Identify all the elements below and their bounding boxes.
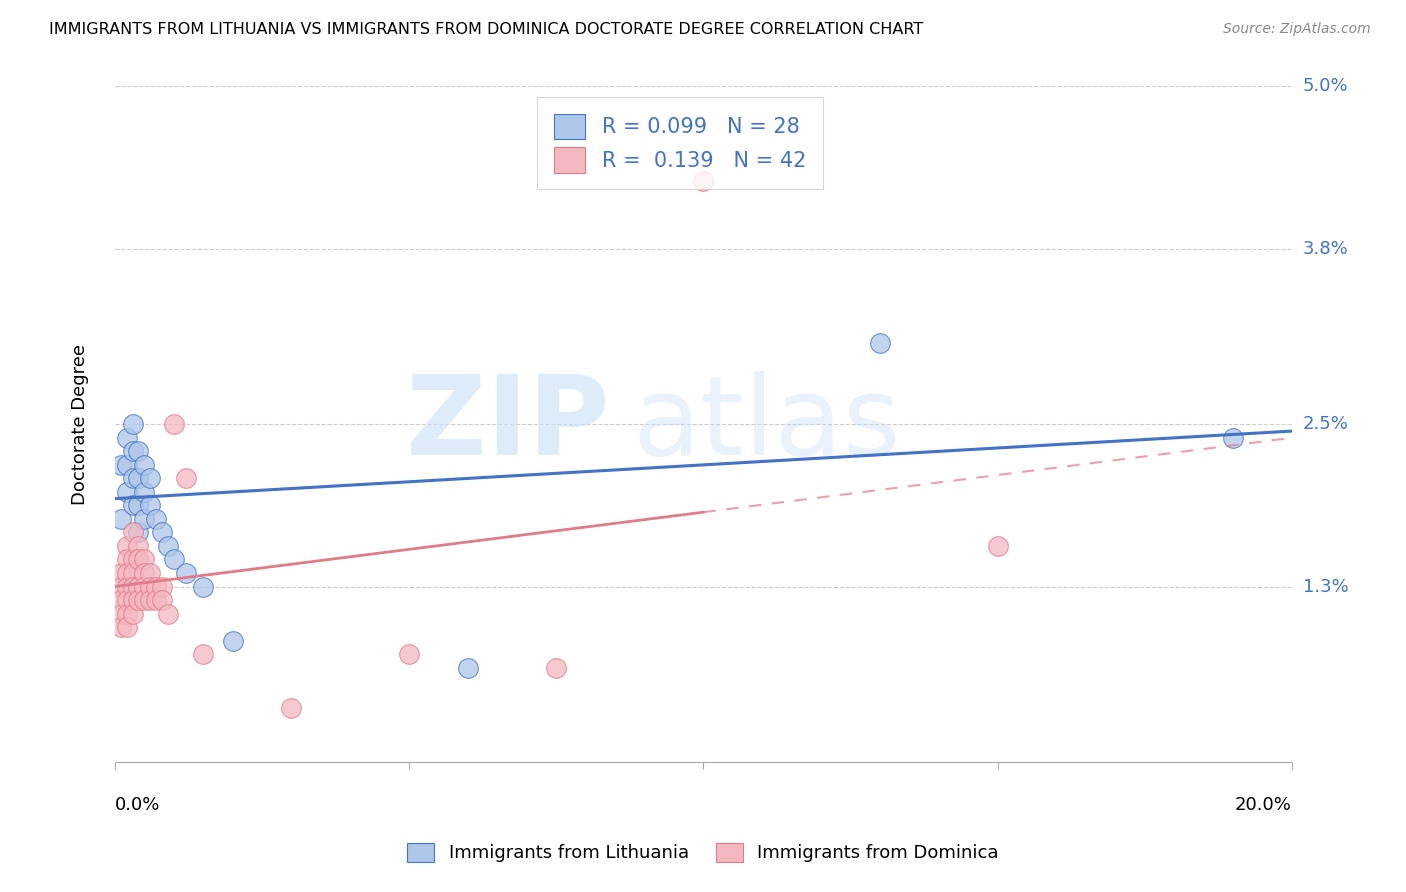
Point	[134, 484, 156, 499]
Text: 1.3%: 1.3%	[1303, 577, 1348, 596]
Point	[134, 580, 156, 594]
Point	[145, 593, 167, 607]
Point	[127, 525, 149, 540]
Point	[134, 566, 156, 580]
Text: atlas: atlas	[633, 371, 901, 478]
Point	[150, 525, 173, 540]
Point	[546, 660, 568, 674]
Point	[134, 593, 156, 607]
Point	[110, 512, 132, 526]
Point	[115, 539, 138, 553]
Point	[145, 580, 167, 594]
Point	[139, 580, 162, 594]
Point	[174, 471, 197, 485]
Point	[110, 620, 132, 634]
Text: 2.5%: 2.5%	[1303, 416, 1348, 434]
Point	[121, 471, 143, 485]
Point	[692, 174, 714, 188]
Point	[121, 580, 143, 594]
Text: Source: ZipAtlas.com: Source: ZipAtlas.com	[1223, 22, 1371, 37]
Point	[121, 607, 143, 621]
Point	[115, 607, 138, 621]
Point	[193, 580, 215, 594]
Point	[110, 580, 132, 594]
Text: 5.0%: 5.0%	[1303, 78, 1348, 95]
Point	[127, 444, 149, 458]
Point	[156, 607, 179, 621]
Point	[163, 552, 186, 566]
Point	[127, 471, 149, 485]
Point	[115, 580, 138, 594]
Point	[156, 539, 179, 553]
Point	[280, 701, 302, 715]
Point	[110, 458, 132, 472]
Point	[139, 499, 162, 513]
Point	[127, 580, 149, 594]
Point	[115, 458, 138, 472]
Point	[110, 607, 132, 621]
Point	[127, 499, 149, 513]
Point	[127, 539, 149, 553]
Point	[121, 552, 143, 566]
Point	[145, 512, 167, 526]
Point	[139, 566, 162, 580]
Point	[115, 566, 138, 580]
Point	[150, 580, 173, 594]
Point	[1222, 431, 1244, 445]
Point	[139, 593, 162, 607]
Point	[121, 525, 143, 540]
Point	[127, 552, 149, 566]
Point	[127, 593, 149, 607]
Point	[163, 417, 186, 432]
Point	[174, 566, 197, 580]
Point	[115, 431, 138, 445]
Point	[398, 647, 420, 661]
Legend: R = 0.099   N = 28, R =  0.139   N = 42: R = 0.099 N = 28, R = 0.139 N = 42	[537, 97, 823, 189]
Point	[193, 647, 215, 661]
Point	[150, 593, 173, 607]
Point	[110, 593, 132, 607]
Point	[121, 566, 143, 580]
Text: 3.8%: 3.8%	[1303, 240, 1348, 258]
Point	[139, 471, 162, 485]
Point	[121, 593, 143, 607]
Text: 0.0%: 0.0%	[115, 796, 160, 814]
Point	[121, 444, 143, 458]
Point	[115, 484, 138, 499]
Text: IMMIGRANTS FROM LITHUANIA VS IMMIGRANTS FROM DOMINICA DOCTORATE DEGREE CORRELATI: IMMIGRANTS FROM LITHUANIA VS IMMIGRANTS …	[49, 22, 924, 37]
Point	[110, 566, 132, 580]
Y-axis label: Doctorate Degree: Doctorate Degree	[72, 343, 89, 505]
Point	[987, 539, 1010, 553]
Point	[115, 593, 138, 607]
Text: 20.0%: 20.0%	[1234, 796, 1292, 814]
Point	[221, 633, 243, 648]
Point	[869, 336, 891, 351]
Point	[134, 552, 156, 566]
Point	[121, 499, 143, 513]
Point	[134, 458, 156, 472]
Point	[115, 620, 138, 634]
Text: ZIP: ZIP	[406, 371, 609, 478]
Point	[134, 512, 156, 526]
Legend: Immigrants from Lithuania, Immigrants from Dominica: Immigrants from Lithuania, Immigrants fr…	[399, 836, 1007, 870]
Point	[121, 417, 143, 432]
Point	[115, 552, 138, 566]
Point	[457, 660, 479, 674]
